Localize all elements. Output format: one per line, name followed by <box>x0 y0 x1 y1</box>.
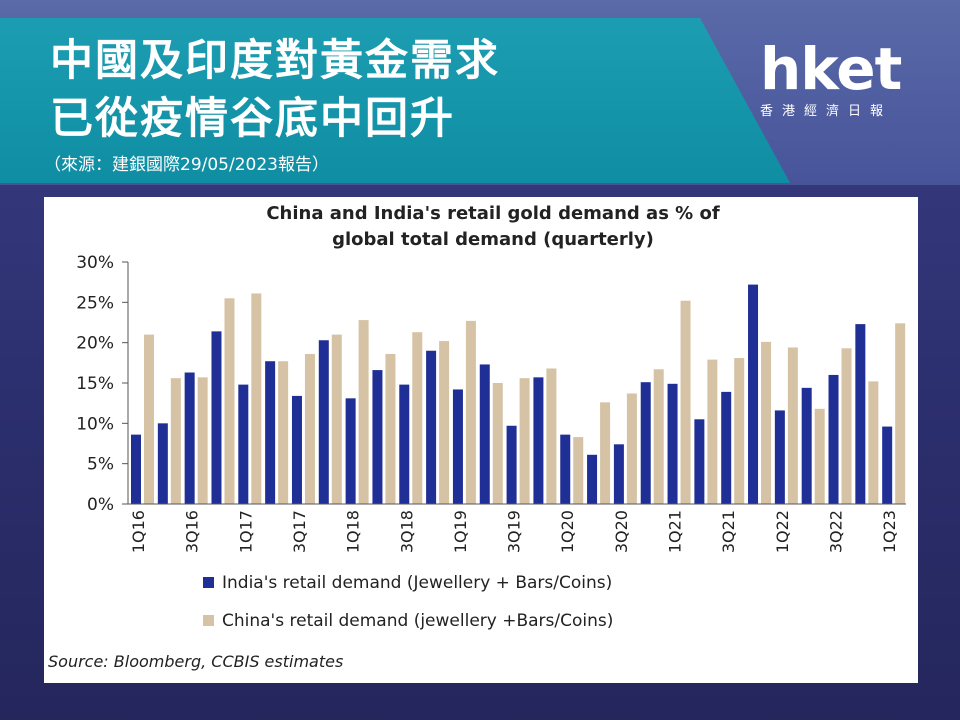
x-tick-label: 3Q18 <box>397 510 416 553</box>
x-axis: 1Q16 3Q16 1Q17 3Q17 1Q18 3Q18 1Q19 3Q19 1Q20 3Q20… <box>128 503 906 553</box>
india-bar-2Q21 <box>694 419 705 504</box>
india-bar-2Q17 <box>265 361 276 504</box>
china-bar-1Q19 <box>465 320 476 504</box>
china-bar-4Q17 <box>331 334 342 504</box>
china-bar-4Q16 <box>224 298 235 504</box>
china-bar-2Q17 <box>278 361 289 504</box>
x-tick-label: 3Q16 <box>183 510 202 553</box>
headline-line-1: 中國及印度對黃金需求 <box>50 36 500 86</box>
hket-logo: hket 香港經濟日報 <box>760 40 940 119</box>
china-bar-3Q21 <box>734 357 745 504</box>
y-tick-label: 20% <box>76 334 114 354</box>
y-tick-label: 30% <box>76 253 114 273</box>
india-bar-2Q18 <box>372 370 383 504</box>
chart-title-line-1: China and India's retail gold demand as … <box>266 203 720 224</box>
china-bar-2Q19 <box>492 383 503 504</box>
china-bar-3Q20 <box>626 393 637 504</box>
india-bar-1Q18 <box>345 398 356 504</box>
india-bar-1Q22 <box>774 410 785 504</box>
india-bar-4Q21 <box>748 284 759 504</box>
x-tick-label: 3Q22 <box>827 510 846 553</box>
china-bar-1Q22 <box>787 347 798 504</box>
china-bar-1Q23 <box>895 323 906 504</box>
china-bar-2Q22 <box>814 408 825 504</box>
india-bar-1Q21 <box>667 383 678 504</box>
china-bar-1Q18 <box>358 320 369 504</box>
china-bar-4Q18 <box>439 341 450 504</box>
india-bar-2Q19 <box>479 364 490 504</box>
india-bar-4Q18 <box>426 350 437 504</box>
china-bar-3Q19 <box>519 378 530 504</box>
china-bar-1Q16 <box>144 334 154 504</box>
x-tick-label: 3Q21 <box>719 510 738 553</box>
india-bar-2Q20 <box>587 454 598 504</box>
india-bar-1Q17 <box>238 384 249 504</box>
india-bar-1Q23 <box>882 426 893 504</box>
india-bar-4Q16 <box>211 331 222 504</box>
y-tick-label: 25% <box>76 293 114 313</box>
report-source-note: （來源：建銀國際29/05/2023報告） <box>44 155 329 175</box>
bars <box>131 284 906 504</box>
chart-panel: China and India's retail gold demand as … <box>44 197 918 683</box>
india-bar-3Q19 <box>506 425 517 504</box>
india-bar-2Q22 <box>801 387 812 504</box>
china-bar-4Q21 <box>761 341 772 504</box>
legend-label-india: India's retail demand (Jewellery + Bars/… <box>222 573 612 593</box>
india-bar-1Q19 <box>452 389 463 504</box>
x-tick-label: 3Q17 <box>290 510 309 553</box>
chart-title-line-2: global total demand (quarterly) <box>332 229 654 250</box>
x-tick-label: 1Q21 <box>666 510 685 553</box>
y-tick-label: 10% <box>76 414 114 434</box>
x-tick-label: 1Q16 <box>129 510 148 553</box>
china-bar-2Q18 <box>385 353 396 504</box>
india-bar-3Q18 <box>399 384 410 504</box>
china-bar-4Q22 <box>868 381 879 504</box>
india-bar-3Q22 <box>828 374 839 504</box>
legend-swatch-india <box>203 577 214 588</box>
china-bar-1Q17 <box>251 293 262 504</box>
india-bar-3Q16 <box>184 372 195 504</box>
india-bar-1Q16 <box>131 434 141 504</box>
china-bar-3Q16 <box>197 377 208 504</box>
legend-swatch-china <box>203 615 214 626</box>
china-bar-1Q21 <box>680 300 691 504</box>
legend-label-china: China's retail demand (jewellery +Bars/C… <box>222 611 613 631</box>
india-bar-3Q21 <box>721 391 732 504</box>
china-bar-2Q16 <box>170 378 181 504</box>
india-bar-3Q20 <box>613 444 624 504</box>
x-tick-label: 1Q17 <box>236 510 255 553</box>
y-tick-label: 5% <box>87 455 114 475</box>
x-tick-label: 1Q20 <box>558 510 577 553</box>
bar-chart: China and India's retail gold demand as … <box>48 203 906 671</box>
logo-subtitle: 香港經濟日報 <box>760 104 893 119</box>
headline-line-2: 已從疫情谷底中回升 <box>50 94 455 144</box>
china-bar-3Q18 <box>412 332 423 504</box>
x-tick-label: 1Q23 <box>880 510 899 553</box>
india-bar-3Q17 <box>291 395 302 504</box>
china-bar-1Q20 <box>573 437 584 504</box>
y-tick-label: 15% <box>76 374 114 394</box>
india-bar-4Q19 <box>533 377 544 504</box>
logo-wordmark: hket <box>760 35 902 103</box>
china-bar-3Q22 <box>841 348 852 504</box>
y-tick-label: 0% <box>87 495 114 515</box>
india-bar-2Q16 <box>157 423 168 504</box>
x-tick-label: 1Q22 <box>773 510 792 553</box>
china-bar-3Q17 <box>304 353 315 504</box>
y-axis: 0% 5% 10% 15% 20% 25% 30% <box>76 253 129 515</box>
india-bar-4Q20 <box>640 382 651 504</box>
china-bar-4Q19 <box>546 368 557 504</box>
china-bar-2Q21 <box>707 359 718 504</box>
x-tick-label: 1Q18 <box>344 510 363 553</box>
title-banner <box>0 18 790 183</box>
chart-source: Source: Bloomberg, CCBIS estimates <box>48 652 343 671</box>
india-bar-1Q20 <box>560 434 571 504</box>
india-bar-4Q17 <box>318 340 329 504</box>
china-bar-4Q20 <box>653 369 664 504</box>
china-bar-2Q20 <box>600 402 611 504</box>
india-bar-4Q22 <box>855 324 866 504</box>
x-tick-label: 3Q19 <box>505 510 524 553</box>
x-tick-label: 1Q19 <box>451 510 470 553</box>
x-tick-label: 3Q20 <box>612 510 631 553</box>
